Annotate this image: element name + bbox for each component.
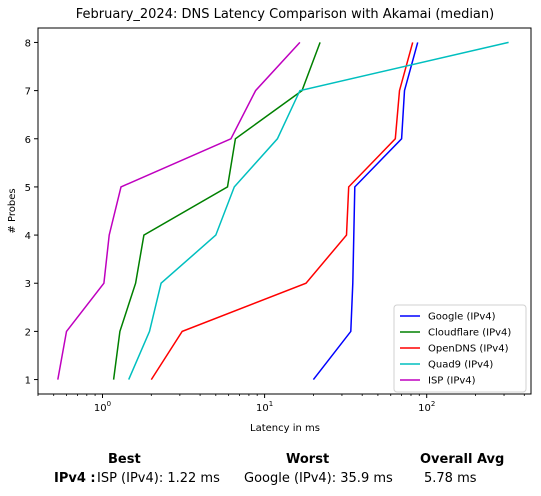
x-tick-label: 102	[418, 400, 435, 414]
x-tick-label: 101	[256, 400, 273, 414]
x-tick-label: 100	[94, 400, 111, 414]
y-tick-label: 1	[25, 376, 31, 387]
y-tick-label: 4	[25, 231, 31, 242]
y-tick-label: 2	[25, 327, 31, 338]
series-line-cloudflare-ipv4	[112, 42, 321, 380]
series-line-opendns-ipv4	[150, 42, 414, 381]
y-tick-label: 6	[25, 135, 31, 146]
y-axis-label: # Probes	[7, 188, 18, 233]
legend-entry: Cloudflare (IPv4)	[428, 328, 511, 339]
chart-title: February_2024: DNS Latency Comparison wi…	[76, 7, 494, 22]
x-axis: 100 101 102	[37, 394, 525, 414]
series-lines	[57, 41, 509, 381]
legend-entry: OpenDNS (IPv4)	[428, 344, 509, 355]
row-label-ipv4: IPv4 :	[54, 471, 96, 486]
worst-header: Worst	[286, 452, 330, 467]
legend-box	[393, 304, 527, 393]
series-line-isp-ipv4	[57, 41, 301, 380]
best-header: Best	[108, 452, 141, 467]
y-tick-label: 3	[25, 279, 31, 290]
legend: Google (IPv4) Cloudflare (IPv4) OpenDNS (I…	[393, 304, 527, 393]
worst-value: Google (IPv4): 35.9 ms	[244, 471, 393, 486]
series-line-google-ipv4	[312, 42, 419, 381]
y-axis: 1 2 3 4 5 6 7 8	[25, 38, 38, 387]
legend-entry: Quad9 (IPv4)	[428, 360, 493, 371]
best-value: ISP (IPv4): 1.22 ms	[97, 471, 220, 486]
x-axis-label: Latency in ms	[250, 423, 320, 434]
y-tick-label: 7	[25, 87, 31, 98]
overall-avg-value: 5.78 ms	[424, 471, 477, 486]
y-tick-label: 5	[25, 183, 31, 194]
y-tick-label: 8	[25, 38, 31, 49]
series-line-quad9-ipv4	[128, 41, 509, 380]
legend-entry: Google (IPv4)	[428, 312, 496, 323]
plot-area	[37, 27, 532, 395]
legend-entry: ISP (IPv4)	[428, 376, 476, 387]
overall-avg-header: Overall Avg	[420, 452, 505, 467]
